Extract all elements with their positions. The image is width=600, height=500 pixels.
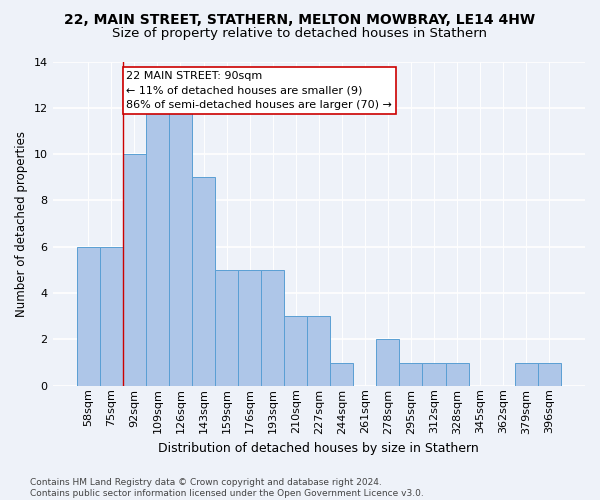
Bar bbox=[422, 362, 446, 386]
Bar bbox=[100, 247, 123, 386]
X-axis label: Distribution of detached houses by size in Stathern: Distribution of detached houses by size … bbox=[158, 442, 479, 455]
Bar bbox=[515, 362, 538, 386]
Text: 22 MAIN STREET: 90sqm
← 11% of detached houses are smaller (9)
86% of semi-detac: 22 MAIN STREET: 90sqm ← 11% of detached … bbox=[127, 71, 392, 110]
Bar bbox=[215, 270, 238, 386]
Bar bbox=[146, 108, 169, 386]
Bar bbox=[307, 316, 330, 386]
Text: Contains HM Land Registry data © Crown copyright and database right 2024.
Contai: Contains HM Land Registry data © Crown c… bbox=[30, 478, 424, 498]
Bar bbox=[538, 362, 561, 386]
Text: Size of property relative to detached houses in Stathern: Size of property relative to detached ho… bbox=[113, 28, 487, 40]
Bar bbox=[238, 270, 261, 386]
Y-axis label: Number of detached properties: Number of detached properties bbox=[15, 130, 28, 316]
Bar bbox=[446, 362, 469, 386]
Bar bbox=[169, 108, 192, 386]
Bar bbox=[284, 316, 307, 386]
Bar bbox=[192, 178, 215, 386]
Bar bbox=[261, 270, 284, 386]
Text: 22, MAIN STREET, STATHERN, MELTON MOWBRAY, LE14 4HW: 22, MAIN STREET, STATHERN, MELTON MOWBRA… bbox=[64, 12, 536, 26]
Bar bbox=[376, 340, 400, 386]
Bar bbox=[330, 362, 353, 386]
Bar bbox=[123, 154, 146, 386]
Bar bbox=[400, 362, 422, 386]
Bar bbox=[77, 247, 100, 386]
